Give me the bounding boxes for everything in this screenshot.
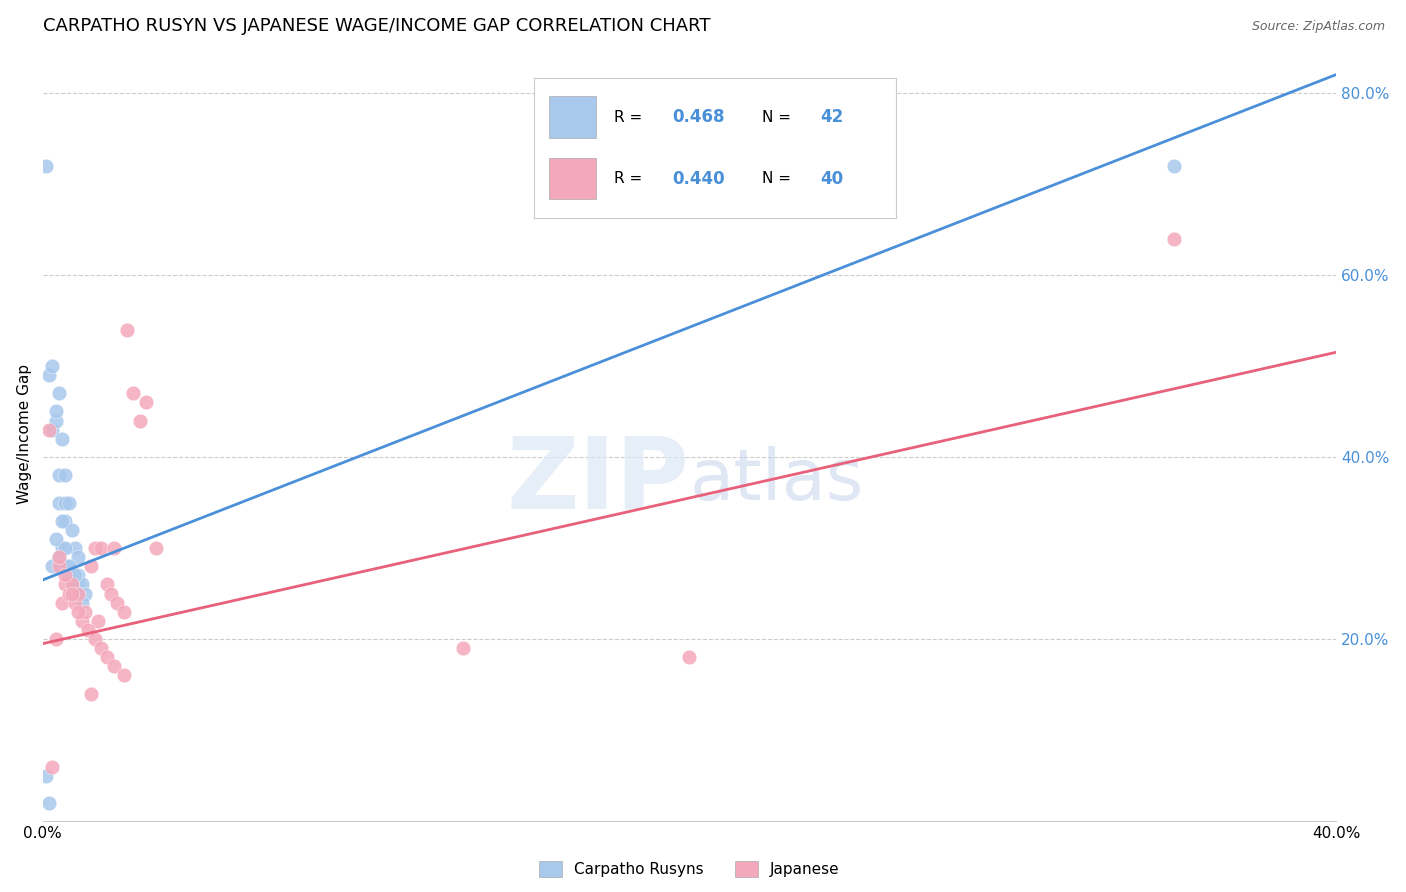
Text: CARPATHO RUSYN VS JAPANESE WAGE/INCOME GAP CORRELATION CHART: CARPATHO RUSYN VS JAPANESE WAGE/INCOME G… [42, 17, 710, 35]
Point [100, 586, 122, 600]
Point [48, 550, 70, 565]
Point [38, 423, 60, 437]
Point [58, 559, 80, 574]
Point [90, 541, 112, 555]
Point [55, 541, 77, 555]
Point [58, 568, 80, 582]
Point [35, 159, 58, 173]
Point [67, 568, 90, 582]
Point [60, 577, 83, 591]
Point [63, 586, 86, 600]
Point [55, 568, 77, 582]
Point [58, 559, 80, 574]
Point [51, 514, 73, 528]
Text: atlas: atlas [689, 446, 863, 516]
Point [70, 614, 93, 628]
Point [45, 532, 67, 546]
Point [70, 596, 93, 610]
Point [83, 632, 105, 646]
Point [41, 559, 63, 574]
Point [103, 541, 125, 555]
Point [67, 586, 90, 600]
Point [80, 559, 103, 574]
Point [58, 495, 80, 509]
Point [51, 559, 73, 574]
Point [48, 495, 70, 509]
Point [38, 368, 60, 382]
Point [80, 687, 103, 701]
Point [67, 586, 90, 600]
Point [60, 523, 83, 537]
Point [67, 550, 90, 565]
Point [115, 322, 138, 336]
Point [105, 596, 128, 610]
Point [128, 414, 150, 428]
Point [48, 559, 70, 574]
Point [96, 577, 118, 591]
Point [63, 541, 86, 555]
Legend: Carpatho Rusyns, Japanese: Carpatho Rusyns, Japanese [533, 855, 845, 883]
Point [112, 668, 135, 682]
Point [1163, 231, 1185, 245]
Point [90, 641, 112, 656]
Point [60, 586, 83, 600]
Point [41, 423, 63, 437]
Point [48, 550, 70, 565]
Text: Source: ZipAtlas.com: Source: ZipAtlas.com [1251, 20, 1385, 33]
Point [35, 769, 58, 783]
Point [87, 614, 110, 628]
Point [60, 577, 83, 591]
Point [38, 796, 60, 810]
Point [48, 468, 70, 483]
Point [55, 468, 77, 483]
Point [70, 577, 93, 591]
Point [45, 414, 67, 428]
Point [63, 568, 86, 582]
Point [122, 386, 145, 401]
Point [77, 623, 100, 637]
Point [55, 514, 77, 528]
Point [73, 586, 96, 600]
Point [83, 541, 105, 555]
Point [55, 577, 77, 591]
Point [45, 632, 67, 646]
Text: ZIP: ZIP [506, 433, 689, 529]
Point [51, 432, 73, 446]
Point [48, 386, 70, 401]
Point [41, 759, 63, 773]
Point [63, 596, 86, 610]
Point [41, 359, 63, 373]
Point [51, 596, 73, 610]
Point [67, 605, 90, 619]
Point [73, 605, 96, 619]
Y-axis label: Wage/Income Gap: Wage/Income Gap [17, 364, 32, 504]
Point [451, 641, 474, 656]
Point [67, 577, 90, 591]
Point [678, 650, 700, 665]
Point [103, 659, 125, 673]
Point [55, 495, 77, 509]
Point [135, 395, 157, 409]
Point [1163, 159, 1185, 173]
Point [58, 586, 80, 600]
Point [63, 568, 86, 582]
Point [60, 577, 83, 591]
Point [96, 650, 118, 665]
Point [45, 404, 67, 418]
Point [60, 586, 83, 600]
Point [145, 541, 167, 555]
Point [51, 541, 73, 555]
Point [112, 605, 135, 619]
